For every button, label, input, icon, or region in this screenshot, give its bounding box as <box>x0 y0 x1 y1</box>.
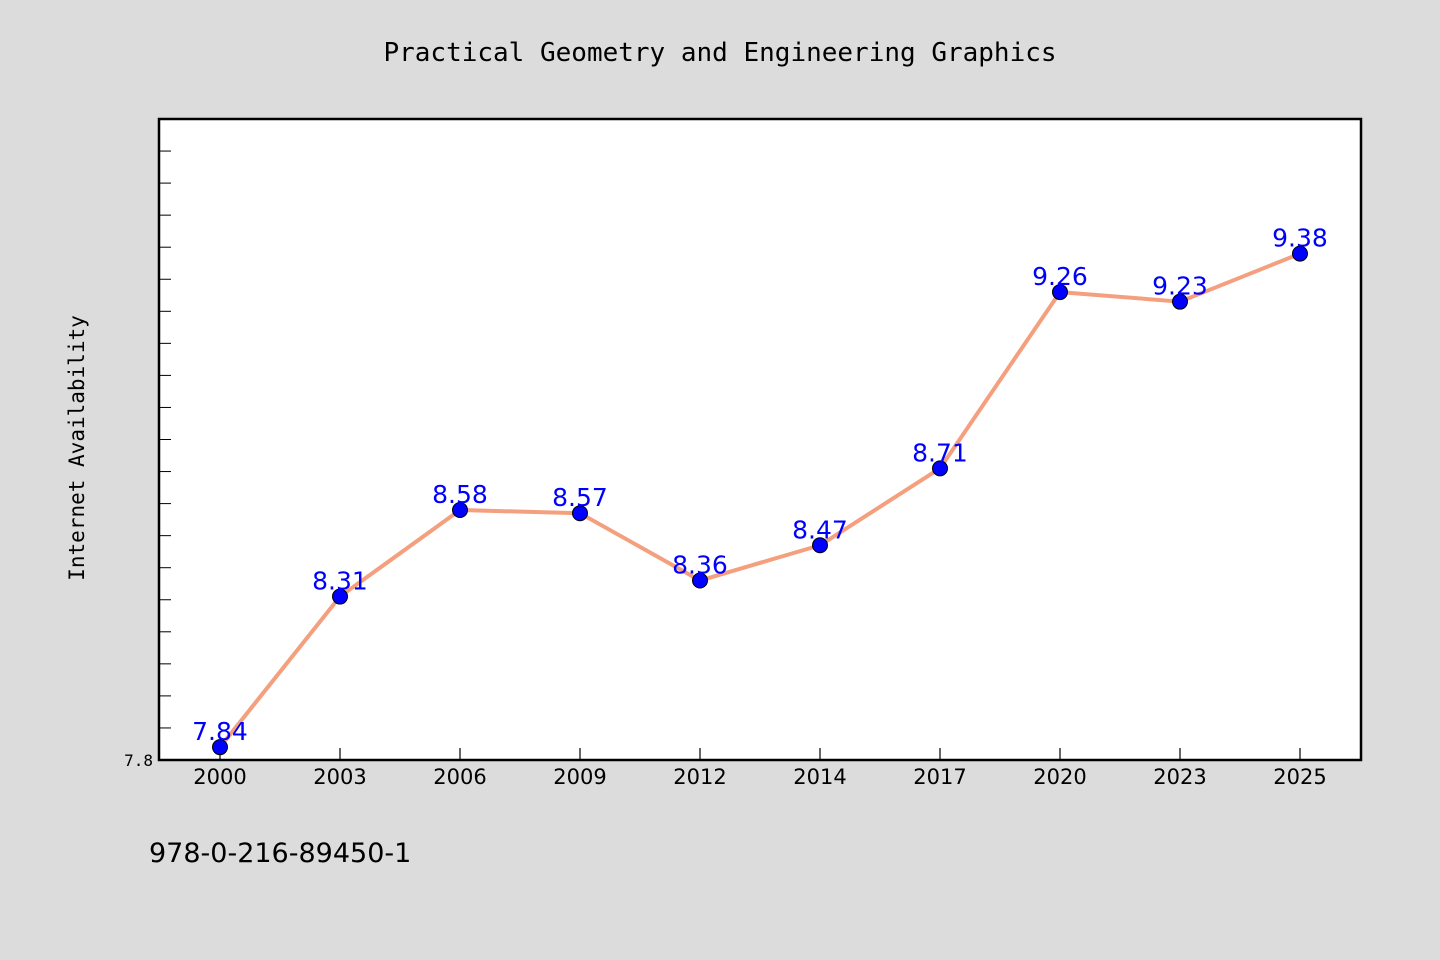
data-label: 9.26 <box>1032 262 1088 291</box>
data-label: 7.84 <box>192 717 248 746</box>
data-point <box>812 537 828 554</box>
data-label: 9.38 <box>1272 224 1328 253</box>
data-label: 8.36 <box>672 551 728 580</box>
data-label: 8.31 <box>312 567 368 596</box>
series-line <box>218 251 1302 750</box>
x-tick-label: 2023 <box>1153 765 1206 789</box>
x-tick-label: 2012 <box>673 765 726 789</box>
y-tick-label: 7.8 <box>124 751 153 770</box>
data-point <box>932 460 948 477</box>
data-point <box>1172 293 1188 310</box>
data-point <box>1052 284 1068 301</box>
data-label: 8.58 <box>432 480 488 509</box>
labels-layer: 7.84 8.31 8.58 8.57 8.36 8.47 8.71 9.26 9.23 9.38 <box>192 224 1328 747</box>
series-layer <box>212 245 1308 756</box>
data-point <box>572 505 588 522</box>
x-tick-label: 2025 <box>1273 765 1326 789</box>
data-label: 9.23 <box>1152 272 1208 301</box>
data-label: 8.71 <box>912 438 968 467</box>
plot-area <box>157 117 1363 762</box>
x-tick-label: 2003 <box>313 765 366 789</box>
data-point <box>692 572 708 589</box>
data-point <box>332 588 348 605</box>
data-point <box>1292 245 1308 262</box>
x-tick-label: 2014 <box>793 765 846 789</box>
x-tick-label: 2009 <box>553 765 606 789</box>
ticks-layer: 7.8 2000 2003 2006 2009 2012 2014 2017 2020 2023 2… <box>124 150 1327 789</box>
x-tick-label: 2020 <box>1033 765 1086 789</box>
chart-title: Practical Geometry and Engineering Graph… <box>383 38 1056 68</box>
y-axis-label: Internet Availability <box>65 315 89 581</box>
data-point <box>212 739 228 756</box>
data-point <box>452 502 468 519</box>
x-tick-label: 2000 <box>193 765 246 789</box>
footer-isbn: 978-0-216-89450-1 <box>149 838 411 869</box>
x-tick-label: 2006 <box>433 765 486 789</box>
x-tick-label: 2017 <box>913 765 966 789</box>
data-label: 8.57 <box>552 483 608 512</box>
data-label: 8.47 <box>792 515 848 544</box>
